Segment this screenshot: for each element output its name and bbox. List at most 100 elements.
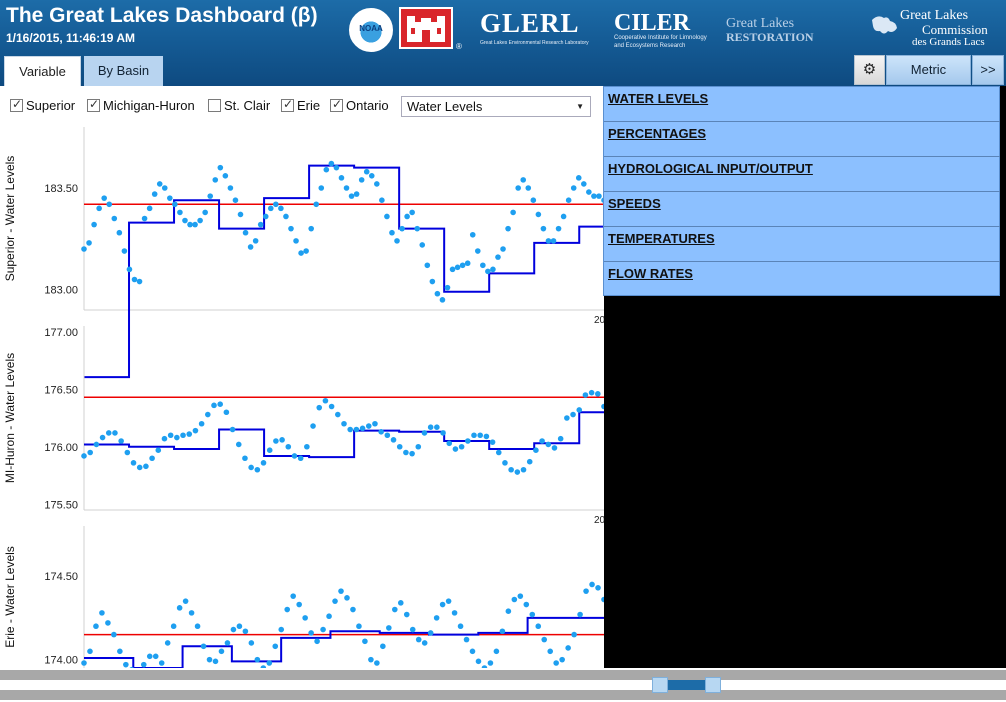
checkbox-box[interactable] [330,97,343,112]
glc-logo-line3[interactable]: des Grands Lacs [912,36,985,48]
great-lakes-map-icon [872,16,897,34]
y-tick-label: 174.50 [44,571,78,583]
monthly-data-point [303,248,309,254]
expand-button[interactable]: >> [972,55,1004,85]
slider-selected-range[interactable] [660,680,710,690]
checkbox-box[interactable] [10,97,23,112]
monthly-data-point [206,656,213,663]
monthly-data-point [266,660,273,666]
glc-logo-line2[interactable]: Commission [922,22,988,37]
monthly-data-point [93,441,100,448]
monthly-data-point [93,623,99,630]
checkbox-erie[interactable]: Erie [281,97,321,114]
monthly-data-point [167,195,173,201]
monthly-data-point [499,628,506,635]
menu-item-percentages[interactable]: PERCENTAGES [604,122,1001,157]
monthly-data-point [525,185,532,191]
monthly-data-point [588,389,595,396]
glr-logo-line2[interactable]: RESTORATION [726,30,814,44]
menu-item-speeds[interactable]: SPEEDS [604,192,1001,227]
monthly-data-point [384,432,391,439]
monthly-data-point [457,623,464,630]
monthly-data-point [452,446,459,452]
glc-logo-line1[interactable]: Great Lakes [900,8,969,23]
monthly-data-point [285,443,292,450]
monthly-data-point [197,217,203,224]
monthly-data-point [454,264,461,271]
monthly-data-point [156,181,163,187]
monthly-data-point [81,246,87,252]
checkbox-label: Erie [297,98,321,113]
slider-handle-left[interactable] [652,677,668,693]
checkbox-ontario[interactable]: Ontario [330,97,389,114]
checkbox-superior[interactable]: Superior [10,97,76,114]
menu-item-hydrological[interactable]: HYDROLOGICAL INPUT/OUTPUT [604,157,1001,192]
slider-track-top[interactable] [0,670,1006,680]
ciler-subtitle-2: and Ecosystems Research [614,43,686,49]
glr-logo-line1[interactable]: Great Lakes [726,16,795,31]
tab-variable[interactable]: Variable [4,56,81,86]
monthly-data-point [318,185,325,191]
monthly-data-point [559,656,565,663]
tab-by-basin[interactable]: By Basin [84,56,163,86]
menu-item-water-levels[interactable]: WATER LEVELS [604,87,1001,122]
menu-item-flow-rates[interactable]: FLOW RATES [608,266,693,281]
ciler-logo[interactable]: CILER [614,10,691,36]
charts-area: 183.50 183.00 Superior - Water Levels 20 177… [3,127,604,668]
monthly-data-point [511,596,518,603]
monthly-data-point [363,168,370,175]
monthly-data-point [539,438,545,444]
slider-track-bottom[interactable] [0,690,1006,700]
monthly-data-point [260,460,267,466]
monthly-data-point [279,437,285,443]
annual-mean-step-line [84,616,604,668]
checkbox-st-clair[interactable]: St. Clair [208,98,270,114]
monthly-data-point [464,260,471,267]
monthly-data-point [217,401,223,408]
monthly-data-point [490,266,496,273]
monthly-data-point [397,600,404,606]
variable-menu: WATER LEVELS PERCENTAGES HYDROLOGICAL IN… [603,86,1001,296]
monthly-data-point [194,623,201,630]
monthly-data-point [328,160,335,167]
metric-button[interactable]: Metric [886,55,971,85]
glerl-logo[interactable]: GLERL [480,8,580,38]
y-tick-label: 183.50 [44,183,78,195]
monthly-data-point [469,648,476,655]
monthly-data-point [257,221,264,228]
monthly-data-point [81,453,87,459]
monthly-data-point [553,660,559,666]
checkbox-box[interactable] [281,97,294,112]
monthly-data-point [440,430,446,436]
y-tick-label: 177.00 [44,327,78,339]
monthly-data-point [272,643,279,650]
monthly-data-point [419,242,426,248]
monthly-data-point [434,424,440,431]
monthly-data-point [96,205,102,212]
noaa-logo[interactable]: NOAA [349,8,393,52]
checkbox-box[interactable] [87,97,100,112]
header-banner: The Great Lakes Dashboard (β) 1/16/2015,… [0,0,1006,86]
monthly-data-point [136,464,143,471]
variable-select[interactable]: Water Levels ▼ [401,96,591,117]
monthly-data-point [394,238,400,244]
monthly-data-point [112,430,118,436]
x-tick-label: 20 [594,515,604,526]
monthly-data-point [505,608,512,614]
checkbox-box[interactable] [208,99,221,112]
monthly-data-point [143,463,149,470]
monthly-data-point [495,449,502,456]
monthly-data-point [487,660,494,666]
monthly-data-point [180,432,186,439]
monthly-data-point [326,613,332,620]
settings-button[interactable]: ⚙ [854,55,885,85]
monthly-data-point [595,585,601,591]
monthly-data-point [557,435,564,442]
usace-castle-logo[interactable] [399,7,453,49]
monthly-data-point [129,666,135,668]
checkbox-label: Superior [26,98,76,113]
menu-item-temperatures[interactable]: TEMPERATURES [604,227,1001,262]
checkbox-michigan-huron[interactable]: Michigan-Huron [87,97,195,114]
monthly-data-point [469,231,476,238]
slider-handle-right[interactable] [705,677,721,693]
